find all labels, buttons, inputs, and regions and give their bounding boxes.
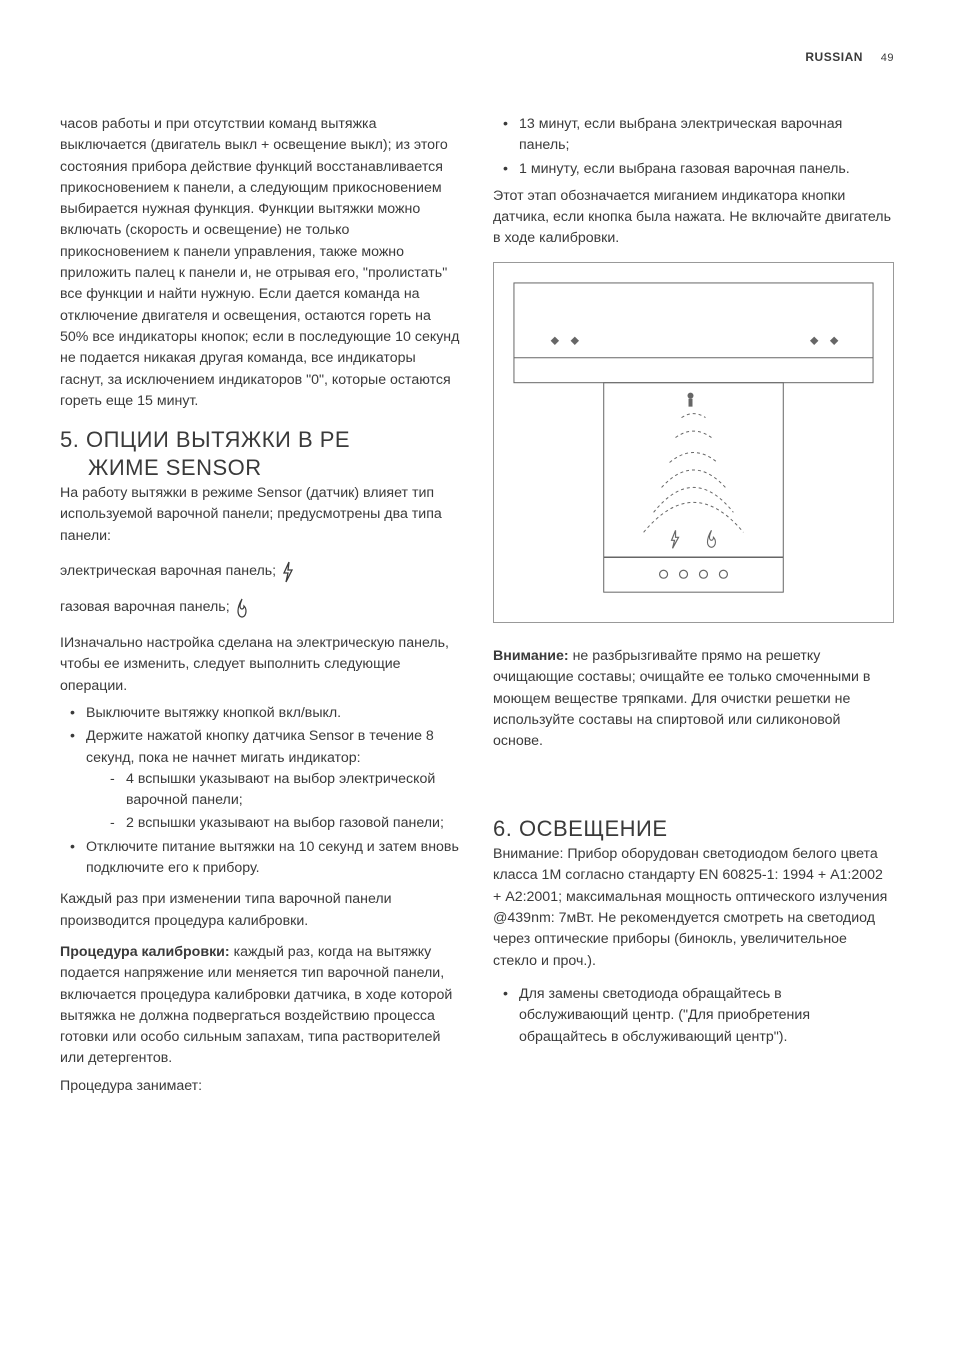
content-columns: часов работы и при отсутствии команд выт… (60, 114, 894, 1103)
para-lighting: Внимание: Прибор оборудован светодиодом … (493, 844, 894, 972)
page-header: RUSSIAN 49 (60, 50, 894, 64)
list-item: Выключите вытяжку кнопкой вкл/выкл. (60, 703, 461, 724)
left-column: часов работы и при отсутствии команд выт… (60, 114, 461, 1103)
hood-diagram (493, 262, 894, 623)
section-5-num: 5. (60, 426, 79, 454)
section-5-title-line1: ОПЦИИ ВЫТЯЖКИ В РЕ (86, 427, 350, 452)
flash-sublist: 4 вспышки указывают на выбор электрическ… (86, 769, 461, 835)
duration-list: 13 минут, если выбрана электрическая вар… (493, 114, 894, 180)
page-number: 49 (881, 52, 894, 64)
gas-panel-label: газовая варочная панель; (60, 597, 230, 618)
para-sensor-intro: На работу вытяжки в режиме Sensor (датчи… (60, 483, 461, 547)
section-6-title: ОСВЕЩЕНИЕ (519, 816, 668, 841)
para-stage-note: Этот этап обозначается миганием индикато… (493, 186, 894, 250)
list-item: Держите нажатой кнопку датчика Sensor в … (60, 726, 461, 834)
para-calibration-note: Каждый раз при изменении типа варочной п… (60, 889, 461, 932)
list-item: Для замены светодиода обращайтесь в обсл… (493, 984, 894, 1048)
section-5-heading: 5. ОПЦИИ ВЫТЯЖКИ В РЕ ЖИМЕ SENSOR (60, 426, 461, 481)
electric-panel-line: электрическая варочная панель; (60, 561, 461, 583)
spacer (493, 759, 894, 801)
para-proc-duration: Процедура занимает: (60, 1076, 461, 1097)
lighting-list: Для замены светодиода обращайтесь в обсл… (493, 984, 894, 1048)
list-item: Отключите питание вытяжки на 10 секунд и… (60, 837, 461, 880)
list-item-text: Держите нажатой кнопку датчика Sensor в … (86, 728, 434, 765)
list-item: 4 вспышки указывают на выбор электрическ… (86, 769, 461, 812)
list-item: 2 вспышки указывают на выбор газовой пан… (86, 813, 461, 834)
section-6-heading: 6. ОСВЕЩЕНИЕ (493, 815, 894, 843)
para-intro: часов работы и при отсутствии команд выт… (60, 114, 461, 412)
flame-icon (234, 597, 250, 619)
list-item: 13 минут, если выбрана электрическая вар… (493, 114, 894, 157)
attention-bold: Внимание: (493, 648, 569, 664)
electric-panel-label: электрическая варочная панель; (60, 561, 276, 582)
para-attention: Внимание: не разбрызгивайте прямо на реш… (493, 646, 894, 752)
setup-steps-list: Выключите вытяжку кнопкой вкл/выкл. Держ… (60, 703, 461, 879)
list-item: 1 минуту, если выбрана газовая варочная … (493, 159, 894, 180)
right-column: 13 минут, если выбрана электрическая вар… (493, 114, 894, 1103)
section-5-title-line2: ЖИМЕ SENSOR (60, 454, 461, 482)
bolt-icon (280, 561, 296, 583)
header-lang: RUSSIAN (805, 50, 863, 64)
para-initial-setup: IИзначально настройка сделана на электри… (60, 633, 461, 697)
calibration-rest: каждый раз, когда на вытяжку подается на… (60, 944, 452, 1066)
gas-panel-line: газовая варочная панель; (60, 597, 461, 619)
para-calibration-proc: Процедура калибровки: каждый раз, когда … (60, 942, 461, 1070)
section-6-num: 6. (493, 815, 512, 843)
calibration-bold: Процедура калибровки: (60, 944, 230, 960)
